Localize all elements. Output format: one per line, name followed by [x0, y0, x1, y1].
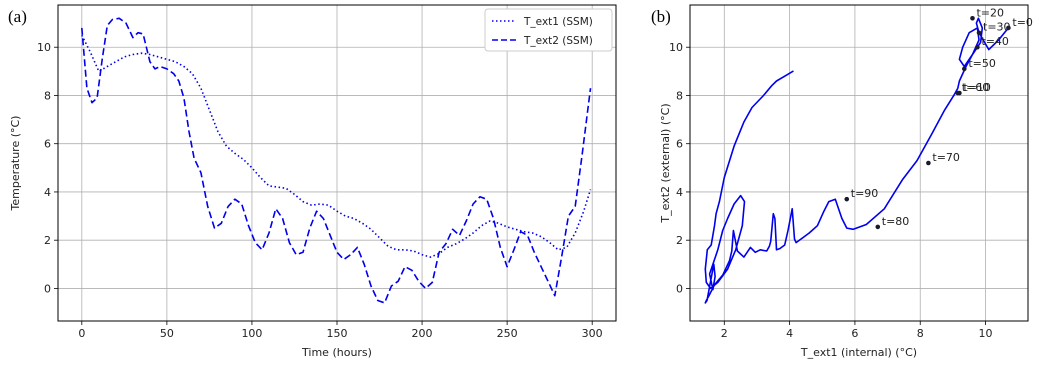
panel-a-x-ticks: 0 50 100 150 200 250 300 [78, 321, 603, 340]
time-marker [1006, 25, 1011, 31]
panel-a: (a) 0 50 100 150 200 250 300 0 2 4 6 8 10 Time (hou… [8, 4, 617, 359]
x-tick-label: 10 [979, 327, 993, 340]
y-tick-label: 8 [44, 89, 51, 102]
x-tick-label: 4 [786, 327, 793, 340]
y-tick-label: 0 [676, 282, 683, 295]
x-tick-label: 250 [497, 327, 518, 340]
panel-a-series [81, 17, 592, 304]
time-marker-label: t=30 [983, 21, 1011, 34]
time-marker [926, 160, 931, 166]
panel-b-grid [690, 5, 1028, 321]
y-tick-label: 2 [44, 234, 51, 247]
y-tick-label: 8 [676, 89, 683, 102]
panel-a-grid [58, 5, 616, 321]
time-marker [975, 44, 980, 50]
panel-a-xlabel: Time (hours) [301, 346, 372, 359]
x-tick-label: 8 [917, 327, 924, 340]
panel-b-x-ticks: 2 4 6 8 10 [721, 321, 993, 340]
panel-a-legend: T_ext1 (SSM) T_ext2 (SSM) [484, 8, 613, 52]
time-marker [962, 66, 967, 72]
x-tick-label: 2 [721, 327, 728, 340]
x-tick-label: 100 [241, 327, 262, 340]
time-marker [970, 15, 975, 21]
series-line-2 [81, 17, 592, 304]
x-tick-label: 0 [78, 327, 85, 340]
series-line-1 [704, 17, 1010, 304]
panel-b-y-ticks: 0 2 4 6 8 10 [669, 41, 690, 295]
panel-b-ylabel: T_ext2 (external) (°C) [659, 103, 672, 223]
y-tick-label: 2 [676, 234, 683, 247]
panel-a-label: (a) [8, 7, 27, 26]
x-tick-label: 6 [851, 327, 858, 340]
panel-a-ylabel: Temperature (°C) [9, 116, 22, 212]
x-tick-label: 50 [160, 327, 174, 340]
time-marker-label: t=0 [1012, 16, 1033, 29]
time-marker [875, 224, 881, 230]
time-marker [976, 30, 982, 36]
y-tick-label: 6 [44, 138, 51, 151]
y-tick-label: 10 [37, 41, 51, 54]
time-marker-label: t=20 [976, 6, 1004, 19]
panel-b-markers: t=0 t=10 t=20 t=30t=40 t=50 t=60 t=70 t=80 t=90 [844, 6, 1033, 230]
panel-b-xlabel: T_ext1 (internal) (°C) [800, 346, 917, 359]
panel-b-label: (b) [651, 7, 671, 26]
y-tick-label: 0 [44, 282, 51, 295]
panel-b-frame [689, 4, 1029, 322]
time-marker-label: t=60 [962, 81, 990, 94]
time-marker [955, 90, 961, 96]
y-tick-label: 4 [676, 186, 683, 199]
series-line-1 [81, 34, 592, 258]
y-tick-label: 10 [669, 41, 683, 54]
x-tick-label: 300 [582, 327, 603, 340]
panel-b-series [704, 17, 1010, 304]
time-marker-label: t=40 [981, 35, 1009, 48]
time-marker-label: t=80 [882, 215, 910, 228]
legend-box [484, 8, 613, 52]
time-marker-label: t=10 [963, 81, 991, 94]
time-marker-label: t=90 [851, 187, 879, 200]
x-tick-label: 150 [327, 327, 348, 340]
y-tick-label: 4 [44, 186, 51, 199]
legend-label-t-ext1: T_ext1 (SSM) [523, 16, 593, 28]
legend-label-t-ext2: T_ext2 (SSM) [523, 35, 593, 47]
x-tick-label: 200 [412, 327, 433, 340]
panel-b: (b) t=0t=10t=20t=30t=40t=50t=60t=70t=80t… [651, 4, 1033, 359]
time-marker-label: t=50 [968, 57, 996, 70]
time-marker [844, 196, 850, 202]
panel-a-y-ticks: 0 2 4 6 8 10 [37, 41, 58, 295]
y-tick-label: 6 [676, 138, 683, 151]
time-marker-label: t=70 [932, 151, 960, 164]
